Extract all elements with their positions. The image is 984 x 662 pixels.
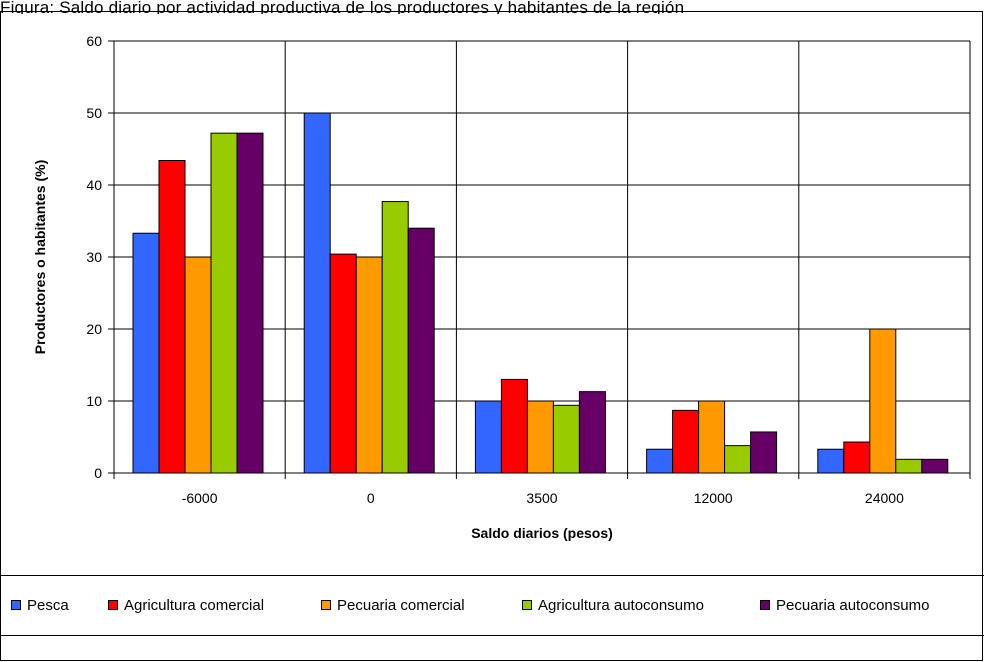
figure-caption: Figura: Saldo diario por actividad produ…: [0, 0, 685, 14]
bar--6000-1: [132, 232, 160, 474]
y-tick-label: 30: [86, 249, 102, 265]
legend-swatch: [108, 600, 118, 610]
bar-24000-3: [869, 328, 897, 474]
bar-3500-2: [500, 378, 528, 474]
legend-label: Agricultura comercial: [124, 596, 265, 614]
bar--6000-2: [158, 160, 186, 474]
legend-label: Pesca: [27, 596, 69, 614]
legend-label: Pecuaria comercial: [337, 596, 465, 614]
legend-label: Pecuaria autoconsumo: [776, 596, 930, 614]
y-tick-label: 0: [94, 465, 102, 481]
bar-0-3: [355, 256, 383, 474]
x-tick-label: 0: [367, 490, 375, 506]
legend-swatch: [522, 600, 532, 610]
legend-swatch: [321, 600, 331, 610]
bar-chart: 0 10 20 30 40 50 60 -6000 0 3500 12000 24000 Saldo …: [32, 33, 971, 541]
x-axis-title: Saldo diarios (pesos): [471, 525, 613, 541]
y-tick-label: 50: [86, 105, 102, 121]
legend-label: Agricultura autoconsumo: [538, 596, 704, 614]
chart-frame: [0, 11, 983, 661]
axes: 0 10 20 30 40 50 60 -6000 0 3500 12000 24000: [86, 33, 971, 506]
bar-3500-3: [526, 400, 554, 474]
legend-item: Agricultura autoconsumo: [522, 594, 704, 616]
legend-item: Pecuaria autoconsumo: [760, 594, 929, 616]
bars: [132, 112, 949, 474]
bar-24000-4: [895, 458, 923, 474]
bar-0-5: [407, 227, 435, 474]
y-axis-title: Productores o habitantes (%): [32, 160, 48, 354]
y-tick-label: 40: [86, 177, 102, 193]
bar-12000-5: [750, 431, 778, 474]
x-tick-label: 24000: [865, 490, 904, 506]
bar-12000-4: [724, 445, 752, 474]
x-tick-label: 3500: [526, 490, 557, 506]
bar-3500-4: [552, 404, 580, 474]
legend-item: Agricultura comercial: [108, 594, 264, 616]
y-tick-label: 10: [86, 393, 102, 409]
bar-12000-2: [672, 409, 700, 474]
bar--6000-5: [236, 132, 264, 474]
bar--6000-4: [210, 132, 238, 474]
bar-3500-1: [474, 400, 502, 474]
legend-swatch: [11, 600, 21, 610]
bar-0-4: [381, 201, 409, 474]
x-tick-label: -6000: [182, 490, 218, 506]
bar-12000-1: [646, 448, 674, 474]
legend-swatch: [760, 600, 770, 610]
bar--6000-3: [184, 256, 212, 474]
bar-24000-1: [817, 448, 845, 474]
bar-24000-5: [921, 458, 949, 474]
legend: Pesca Agricultura comercial Pecuaria comer…: [0, 594, 984, 616]
bar-0-2: [329, 253, 357, 474]
bar-3500-5: [578, 391, 606, 474]
legend-item: Pesca: [11, 594, 69, 616]
bar-24000-2: [843, 441, 871, 474]
bar-12000-3: [698, 400, 726, 474]
legend-item: Pecuaria comercial: [321, 594, 465, 616]
x-tick-label: 12000: [694, 490, 733, 506]
y-tick-label: 20: [86, 321, 102, 337]
legend-box: [0, 575, 984, 636]
bar-0-1: [303, 112, 331, 474]
y-tick-label: 60: [86, 33, 102, 49]
